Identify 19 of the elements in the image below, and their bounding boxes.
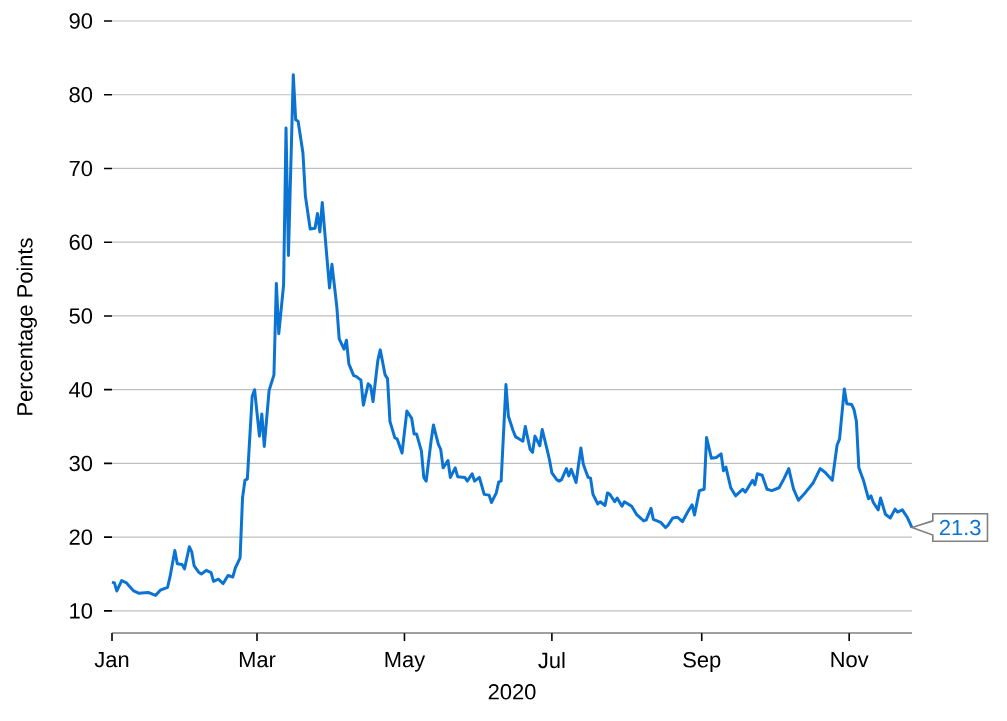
y-tick-label: 30: [69, 455, 93, 472]
line-series: [110, 73, 914, 597]
x-tick-label: Jan: [94, 652, 129, 668]
y-tick-label: 90: [69, 13, 93, 29]
x-tick-label: Nov: [831, 652, 869, 668]
y-tick-label: 10: [70, 603, 93, 619]
x-tick-label: May: [385, 652, 426, 672]
y-tick-label: 70: [69, 160, 93, 177]
x-axis-title: 2020: [488, 684, 536, 700]
y-tick-label: 80: [69, 86, 93, 103]
y-tick-label: 20: [69, 529, 93, 545]
annotation: 21.3: [939, 519, 981, 536]
y-tick-label: 40: [69, 381, 93, 398]
x-tick-label: Jul: [538, 652, 565, 669]
x-tick-label: Sep: [683, 652, 721, 672]
x-tick-label: Mar: [239, 652, 276, 668]
y-axis-title: Percentage Points: [16, 238, 37, 415]
y-tick-label: 60: [69, 234, 93, 250]
y-tick-label: 50: [69, 308, 93, 324]
